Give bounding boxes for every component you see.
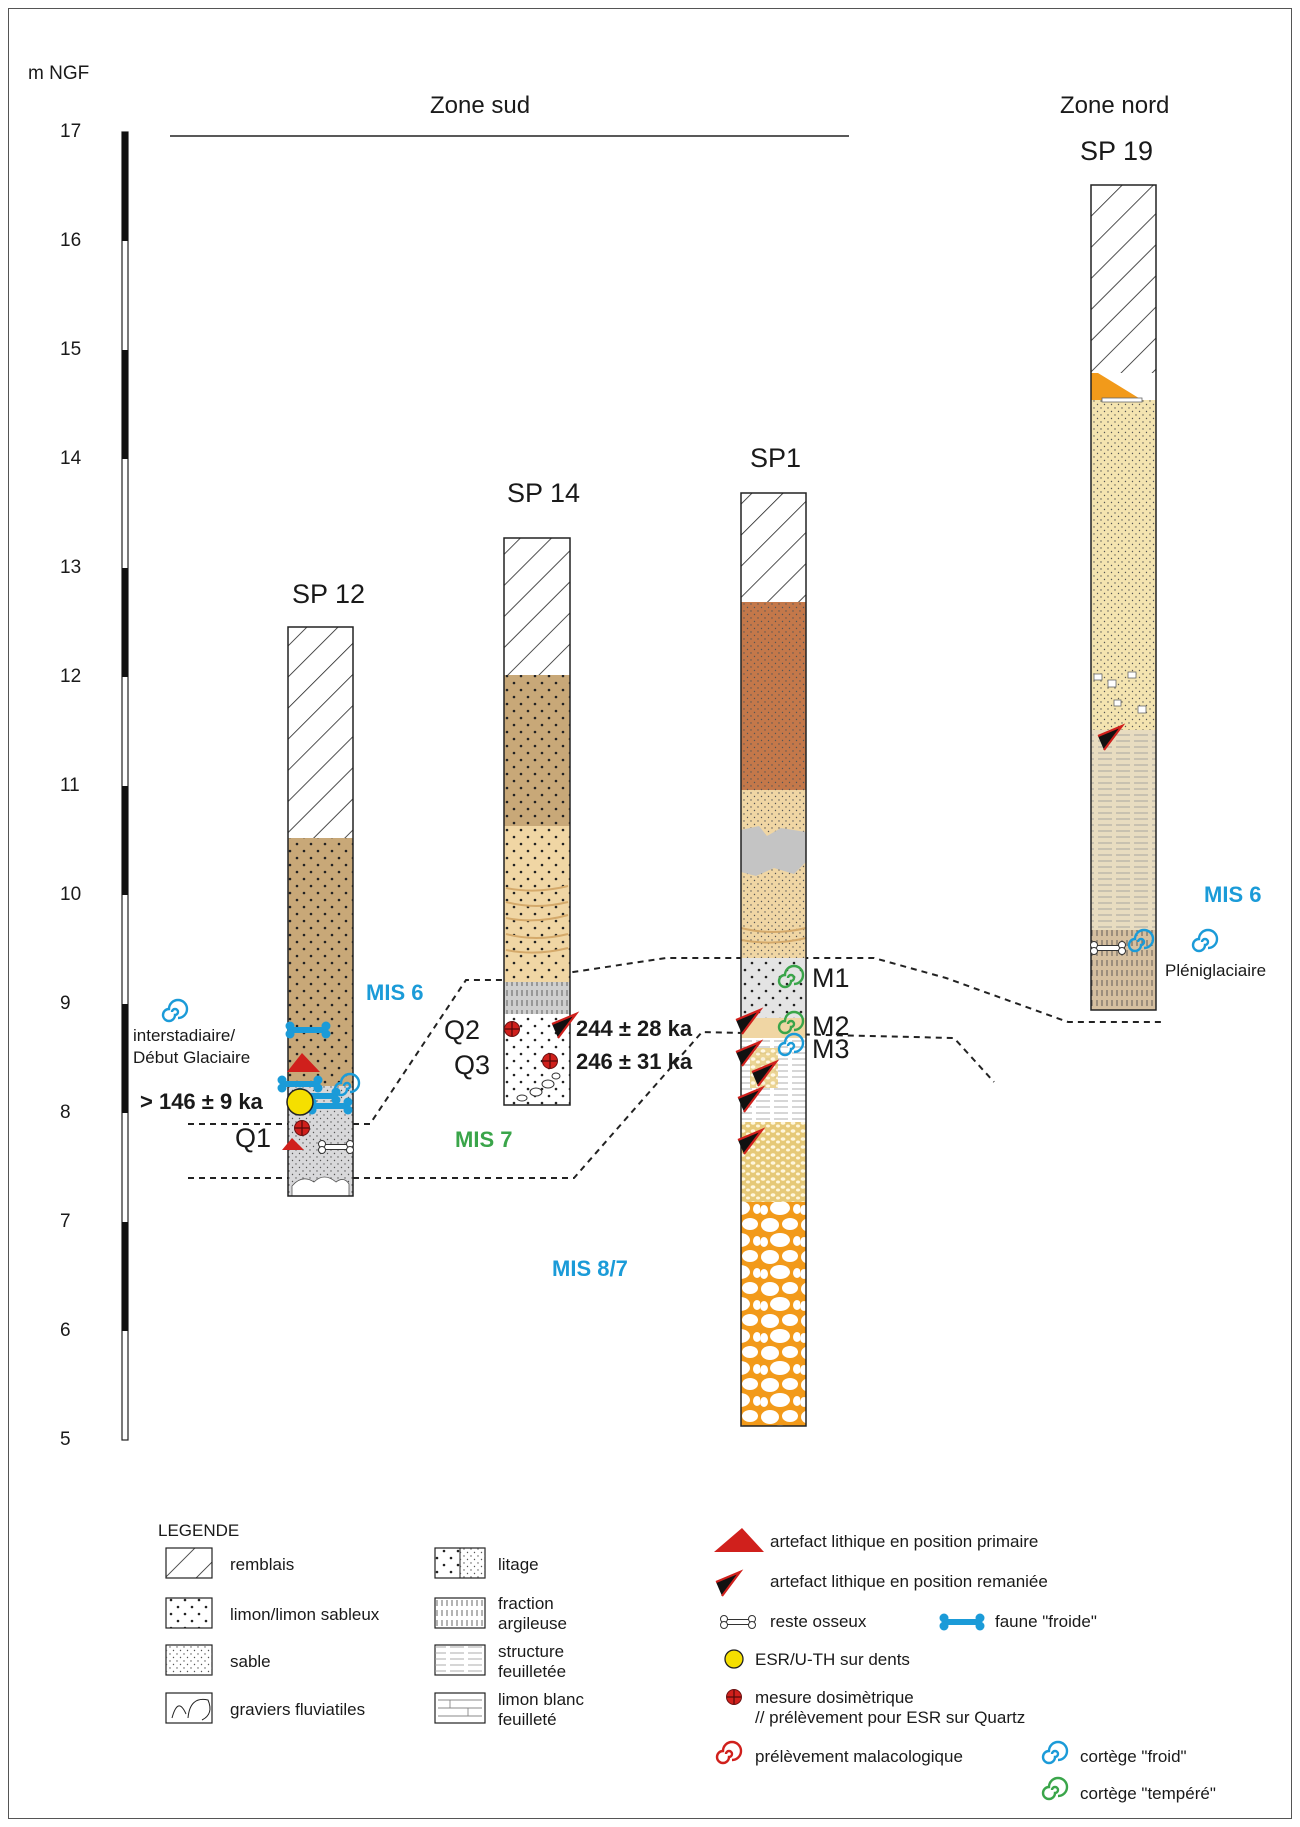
y-tick-label: 6 bbox=[60, 1320, 71, 1341]
legend-faune: faune "froide" bbox=[995, 1612, 1097, 1631]
pleniglaciaire-label: Pléniglaciaire bbox=[1165, 961, 1267, 980]
y-tick-label: 11 bbox=[60, 775, 80, 796]
y-tick-label: 7 bbox=[60, 1211, 71, 1232]
cold-fauna-swirl-icon bbox=[161, 998, 189, 1023]
date-q2: 244 ± 28 ka bbox=[576, 1016, 693, 1041]
mis6-south-label: MIS 6 bbox=[366, 980, 424, 1005]
legend-froid: cortège "froid" bbox=[1080, 1747, 1187, 1766]
dosimetry-icon bbox=[293, 1119, 311, 1137]
sample-q3: Q3 bbox=[454, 1050, 491, 1080]
primary-artefact-icon bbox=[282, 1138, 304, 1150]
y-tick-label: 8 bbox=[60, 1102, 71, 1123]
legend-malaco-icon bbox=[715, 1740, 743, 1765]
legend-graviers: graviers fluviatiles bbox=[230, 1700, 366, 1719]
legend-bone-icon bbox=[720, 1615, 756, 1629]
legend-symbols bbox=[165, 1528, 1069, 1801]
sample-q2: Q2 bbox=[444, 1015, 481, 1045]
legend-limon-blanc: limon blanc feuilleté bbox=[498, 1690, 584, 1730]
sp12-symbols bbox=[161, 998, 361, 1154]
column-label-sp14: SP 14 bbox=[507, 478, 581, 508]
y-tick-label: 10 bbox=[60, 884, 82, 905]
column-sp1 bbox=[740, 492, 807, 1427]
date-q3: 246 ± 31 ka bbox=[576, 1049, 693, 1074]
interstadiaire-label: interstadiaire/ Début Glaciaire bbox=[133, 1026, 251, 1068]
column-label-sp1: SP1 bbox=[750, 443, 802, 473]
dosimetry-icon bbox=[541, 1052, 559, 1070]
y-tick-label: 17 bbox=[60, 121, 82, 142]
legend-artefact-remanie: artefact lithique en position remaniée bbox=[770, 1572, 1048, 1591]
cold-swirl-icon bbox=[1191, 928, 1219, 953]
column-sp12 bbox=[287, 626, 354, 1197]
esr-uth-icon bbox=[286, 1088, 314, 1116]
legend-esr-icon bbox=[724, 1649, 744, 1669]
y-tick-label: 13 bbox=[60, 557, 82, 578]
column-label-sp12: SP 12 bbox=[292, 579, 366, 609]
legend-tempere: cortège "tempéré" bbox=[1080, 1784, 1216, 1803]
zone-sud-label: Zone sud bbox=[430, 92, 531, 119]
column-sp14 bbox=[503, 537, 571, 1106]
mis6-north-label: MIS 6 bbox=[1204, 882, 1262, 907]
y-tick-label: 15 bbox=[60, 339, 82, 360]
zone-nord-label: Zone nord bbox=[1060, 92, 1170, 119]
depth-scale-bar bbox=[121, 131, 129, 1441]
legend-cold-swirl-icon bbox=[1041, 1740, 1069, 1765]
figure-frame bbox=[8, 8, 1292, 1819]
dosimetry-icon bbox=[503, 1020, 521, 1038]
legend-fraction: fraction argileuse bbox=[498, 1594, 567, 1634]
legend-mesure: mesure dosimètrique // prélèvement pour … bbox=[755, 1688, 1026, 1728]
legend-title: LEGENDE bbox=[158, 1521, 240, 1540]
legend-dosimetry-icon bbox=[725, 1688, 743, 1706]
mis87-label: MIS 8/7 bbox=[552, 1256, 628, 1281]
legend-structure: structure feuilletée bbox=[498, 1642, 567, 1682]
sample-m1: M1 bbox=[812, 963, 850, 993]
legend-reworked-artefact-icon bbox=[714, 1570, 742, 1598]
legend-cold-fauna-icon bbox=[939, 1613, 985, 1631]
legend-artefact-primaire: artefact lithique en position primaire bbox=[770, 1532, 1039, 1551]
sample-q1: Q1 bbox=[235, 1123, 272, 1153]
column-sp19 bbox=[1090, 184, 1157, 1011]
y-tick-label: 9 bbox=[60, 993, 71, 1014]
legend-litage: litage bbox=[498, 1555, 539, 1574]
mis-boundaries bbox=[188, 957, 1163, 1179]
legend-esr: ESR/U-TH sur dents bbox=[755, 1650, 910, 1669]
y-tick-label: 16 bbox=[60, 230, 82, 251]
y-tick-label: 5 bbox=[60, 1429, 71, 1450]
legend-malaco: prélèvement malacologique bbox=[755, 1747, 963, 1766]
sample-m3: M3 bbox=[812, 1034, 850, 1064]
date-q1: > 146 ± 9 ka bbox=[140, 1089, 263, 1114]
legend-sable: sable bbox=[230, 1652, 271, 1671]
y-tick-label: 12 bbox=[60, 666, 82, 687]
legend-primary-artefact-icon bbox=[714, 1528, 764, 1552]
y-tick-label: 14 bbox=[60, 448, 82, 469]
mis7-label: MIS 7 bbox=[455, 1127, 513, 1152]
y-axis-unit: m NGF bbox=[28, 63, 90, 84]
legend-remblais: remblais bbox=[230, 1555, 295, 1574]
sample-m2: M2 bbox=[812, 1011, 850, 1041]
column-label-sp19: SP 19 bbox=[1080, 136, 1154, 166]
legend-limon: limon/limon sableux bbox=[230, 1605, 380, 1624]
legend-reste-osseux: reste osseux bbox=[770, 1612, 867, 1631]
legend-temperate-swirl-icon bbox=[1041, 1776, 1069, 1801]
primary-artefact-icon bbox=[287, 1053, 320, 1072]
